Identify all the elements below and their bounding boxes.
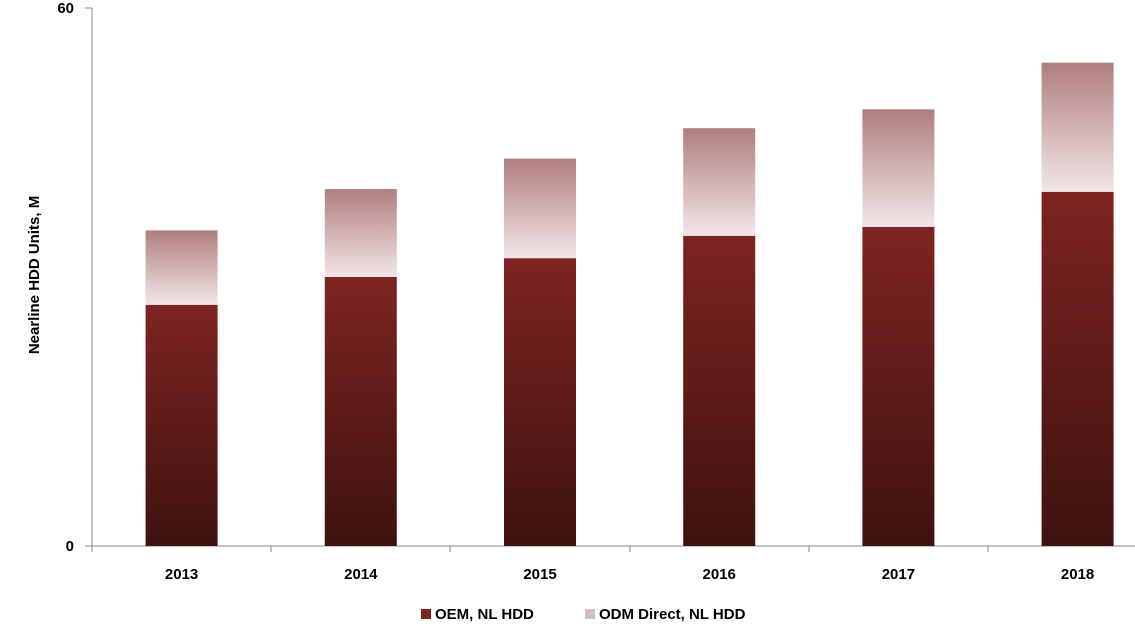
bar-oem-2016 [683,235,756,547]
x-tick-label: 2013 [165,566,198,583]
bar-oem-2018 [1041,191,1114,547]
y-axis-title: Nearline HDD Units, M [26,196,43,354]
x-tick-label: 2018 [1061,566,1094,583]
bar-oem-2013 [145,304,218,546]
legend: OEM, NL HDD ODM Direct, NL HDD [421,606,746,623]
y-tick-label-max: 60 [57,0,74,17]
bar-oem-2015 [504,258,576,546]
x-axis: 2013 2014 2015 2016 2017 2018 [91,545,1135,583]
legend-swatch-odm [585,609,595,619]
bar-oem-2017 [862,226,935,547]
legend-label-oem: OEM, NL HDD [435,606,534,623]
bar-odm-2015 [504,158,576,259]
legend-label-odm: ODM Direct, NL HDD [599,606,746,623]
y-tick-label-zero: 0 [66,538,74,555]
x-tick-label: 2014 [344,566,378,583]
bar-odm-2014 [324,189,397,277]
bar-odm-2017 [862,109,935,227]
bars [145,62,1114,547]
bar-odm-2013 [145,230,218,305]
x-tick-label: 2015 [523,566,556,583]
bar-odm-2018 [1041,62,1114,192]
bar-odm-2016 [683,128,756,236]
x-tick-label: 2016 [703,566,736,583]
y-axis: 60 0 Nearline HDD Units, M [26,0,93,555]
legend-swatch-oem [421,609,431,619]
bar-oem-2014 [324,277,397,546]
x-tick-label: 2017 [882,566,915,583]
